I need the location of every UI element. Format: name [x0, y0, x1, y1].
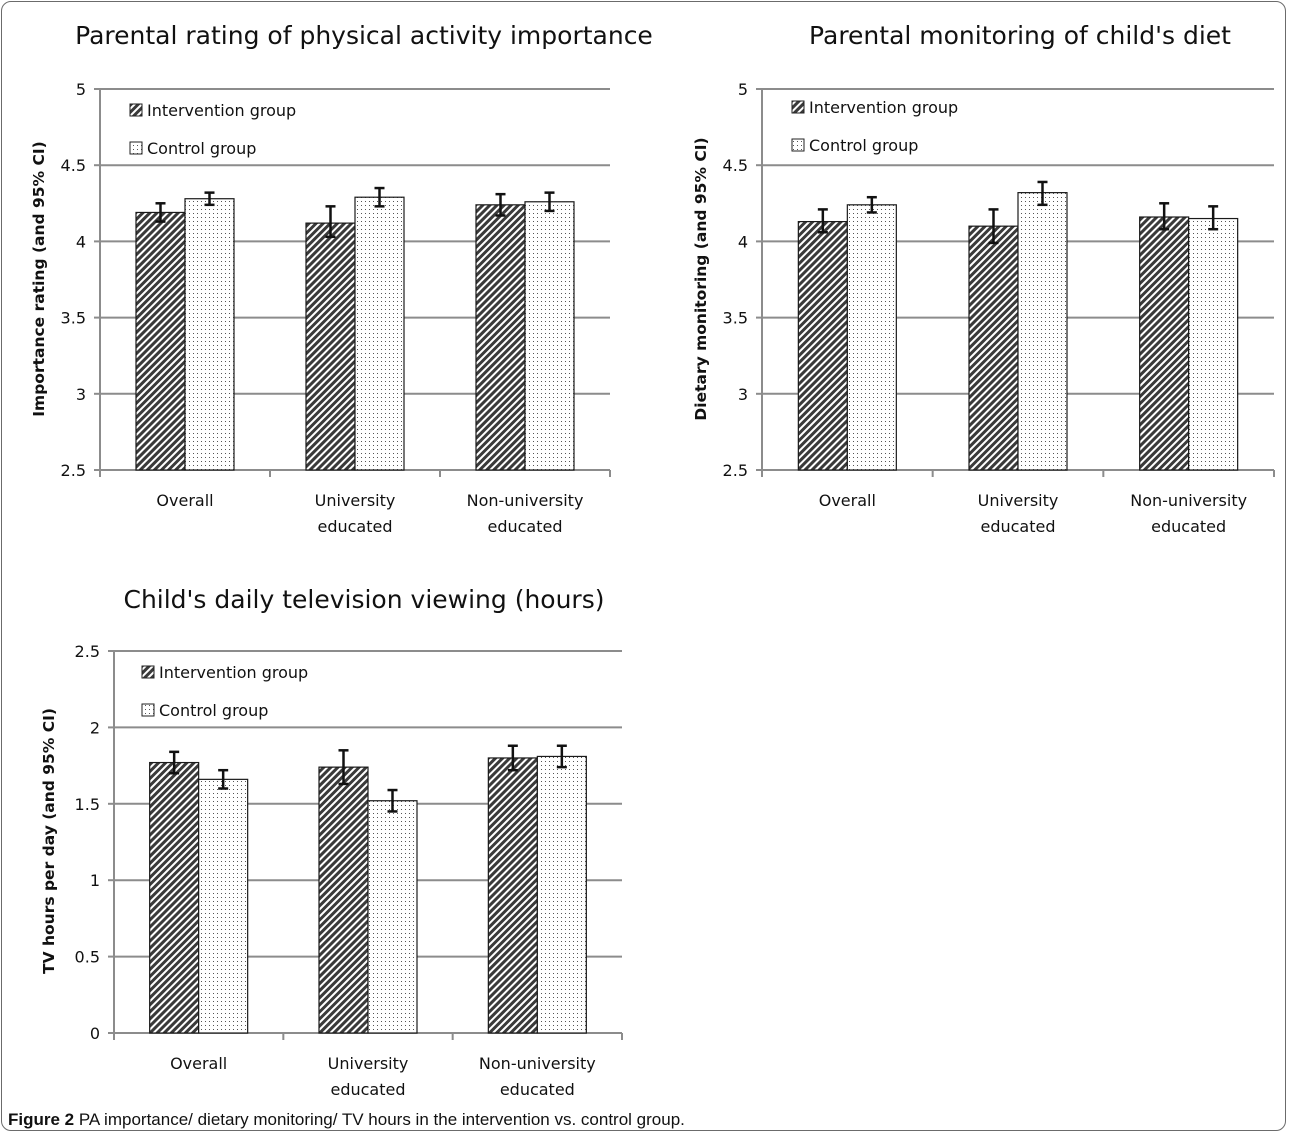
- legend-label-control: Control group: [147, 139, 256, 158]
- bar-control: [536, 755, 587, 1034]
- bar-intervention: [487, 757, 538, 1034]
- legend-swatch-intervention: [129, 103, 143, 117]
- legend-label-control: Control group: [809, 136, 918, 155]
- y-axis-label: Dietary monitoring (and 95% CI): [692, 137, 710, 420]
- x-category-label: Non-university: [1130, 491, 1247, 510]
- y-tick-label: 4: [76, 232, 86, 251]
- figure-caption-label: Figure 2: [8, 1110, 75, 1129]
- x-category-label: Overall: [170, 1054, 227, 1073]
- x-category-label: Overall: [819, 491, 876, 510]
- bar-intervention: [1139, 216, 1190, 471]
- y-tick-label: 0: [90, 1024, 100, 1043]
- x-category-label: educated: [1151, 517, 1226, 536]
- figure-caption: Figure 2 PA importance/ dietary monitori…: [8, 1110, 685, 1130]
- y-tick-label: 4.5: [723, 156, 748, 175]
- y-tick-label: 5: [738, 80, 748, 99]
- legend-swatch-control: [141, 703, 155, 717]
- bar-intervention: [968, 225, 1019, 471]
- legend-swatch-control: [791, 138, 805, 152]
- chart-tv-hours: Child's daily television viewing (hours)…: [40, 585, 623, 1099]
- x-category-label: Non-university: [479, 1054, 596, 1073]
- x-category-label: Overall: [156, 491, 213, 510]
- legend: Intervention group Control group: [791, 98, 958, 155]
- y-tick-label: 4.5: [61, 156, 86, 175]
- bar-control: [367, 800, 418, 1034]
- y-tick-label: 0.5: [75, 948, 100, 967]
- y-tick-label: 3.5: [723, 309, 748, 328]
- legend-label-intervention: Intervention group: [809, 98, 958, 117]
- bar-control: [184, 198, 235, 471]
- chart-diet-monitoring: Parental monitoring of child's diet 2.5 3…: [692, 21, 1275, 536]
- legend-swatch-intervention: [141, 665, 155, 679]
- x-category-label: University: [328, 1054, 409, 1073]
- chart-title: Child's daily television viewing (hours): [123, 585, 604, 614]
- x-category-label: educated: [487, 517, 562, 536]
- legend-swatch-control: [129, 141, 143, 155]
- x-category-label: educated: [500, 1080, 575, 1099]
- bar-intervention: [797, 220, 848, 471]
- legend: Intervention group Control group: [129, 101, 296, 158]
- x-category-label: educated: [330, 1080, 405, 1099]
- legend: Intervention group Control group: [141, 663, 308, 720]
- x-category-label: educated: [317, 517, 392, 536]
- y-tick-label: 3: [738, 385, 748, 404]
- y-tick-label: 3: [76, 385, 86, 404]
- bar-intervention: [318, 766, 369, 1034]
- y-tick-label: 4: [738, 232, 748, 251]
- y-tick-label: 2: [90, 718, 100, 737]
- x-category-label: Non-university: [467, 491, 584, 510]
- y-tick-label: 2.5: [75, 642, 100, 661]
- bar-control: [1188, 217, 1239, 471]
- y-tick-label: 5: [76, 80, 86, 99]
- y-tick-label: 2.5: [61, 461, 86, 480]
- x-category-label: University: [978, 491, 1059, 510]
- bar-control: [524, 201, 575, 471]
- bar-intervention: [149, 761, 200, 1034]
- chart-pa-importance: Parental rating of physical activity imp…: [30, 21, 653, 536]
- y-axis-label: Importance rating (and 95% CI): [30, 141, 48, 416]
- chart-title: Parental monitoring of child's diet: [809, 21, 1231, 50]
- y-tick-label: 1: [90, 871, 100, 890]
- x-category-label: educated: [980, 517, 1055, 536]
- y-tick-label: 2.5: [723, 461, 748, 480]
- bar-control: [846, 204, 897, 471]
- legend-label-intervention: Intervention group: [147, 101, 296, 120]
- y-tick-label: 1.5: [75, 795, 100, 814]
- x-category-label: University: [315, 491, 396, 510]
- bar-control: [1017, 192, 1068, 471]
- y-axis-label: TV hours per day (and 95% CI): [40, 708, 58, 974]
- bar-intervention: [475, 204, 526, 471]
- y-tick-label: 3.5: [61, 309, 86, 328]
- chart-title: Parental rating of physical activity imp…: [75, 21, 653, 50]
- bar-control: [354, 196, 405, 471]
- bar-intervention: [305, 222, 356, 471]
- figure-caption-text: PA importance/ dietary monitoring/ TV ho…: [78, 1110, 685, 1129]
- bar-control: [198, 778, 249, 1034]
- legend-label-control: Control group: [159, 701, 268, 720]
- legend-swatch-intervention: [791, 100, 805, 114]
- bar-intervention: [135, 211, 186, 471]
- legend-label-intervention: Intervention group: [159, 663, 308, 682]
